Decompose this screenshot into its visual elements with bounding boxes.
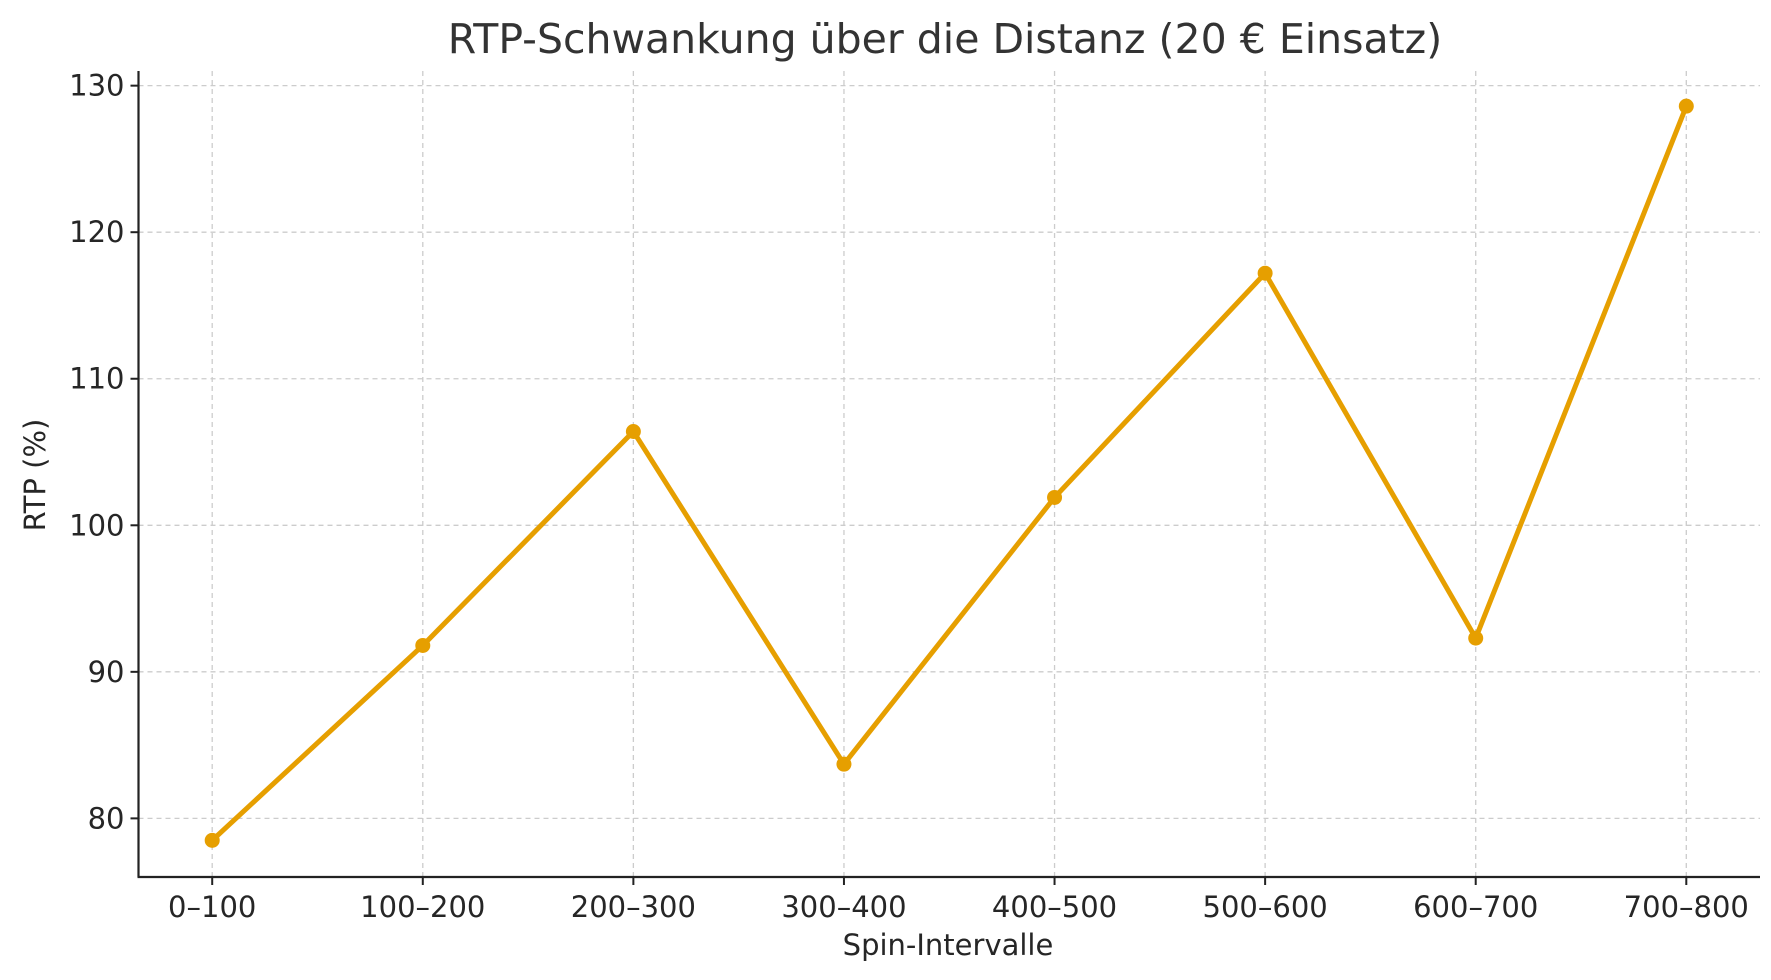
x-tick-label: 0–100 <box>168 890 256 924</box>
x-tick-label: 200–300 <box>571 890 696 924</box>
data-point <box>1678 98 1694 114</box>
y-tick-label: 110 <box>69 362 124 396</box>
y-axis-ticks: 80 90 100 110 120 130 <box>69 69 139 835</box>
y-tick-label: 90 <box>88 655 125 689</box>
x-tick-label: 100–200 <box>360 890 485 924</box>
x-tick-label: 300–400 <box>781 890 906 924</box>
y-tick-label: 130 <box>69 69 124 103</box>
data-point <box>1047 489 1063 505</box>
data-point <box>836 756 852 772</box>
y-tick-label: 80 <box>88 801 125 835</box>
x-tick-label: 700–800 <box>1624 890 1749 924</box>
data-point <box>415 637 431 653</box>
x-tick-label: 500–600 <box>1203 890 1328 924</box>
data-point <box>625 424 641 440</box>
data-point <box>204 832 220 848</box>
x-axis-label: Spin-Intervalle <box>843 928 1054 962</box>
data-point <box>1257 265 1273 281</box>
x-axis-ticks: 0–100 100–200 200–300 300–400 400–500 500–600… <box>168 877 1749 924</box>
x-tick-label: 400–500 <box>992 890 1117 924</box>
grid <box>138 71 1760 877</box>
y-axis-label: RTP (%) <box>18 419 52 532</box>
chart-title: RTP-Schwankung über die Distanz (20 € Ei… <box>448 15 1442 63</box>
y-tick-label: 120 <box>69 215 124 249</box>
data-point <box>1468 630 1484 646</box>
series-line <box>210 105 1689 843</box>
x-tick-label: 600–700 <box>1413 890 1538 924</box>
series <box>204 98 1694 848</box>
y-tick-label: 100 <box>69 508 124 542</box>
